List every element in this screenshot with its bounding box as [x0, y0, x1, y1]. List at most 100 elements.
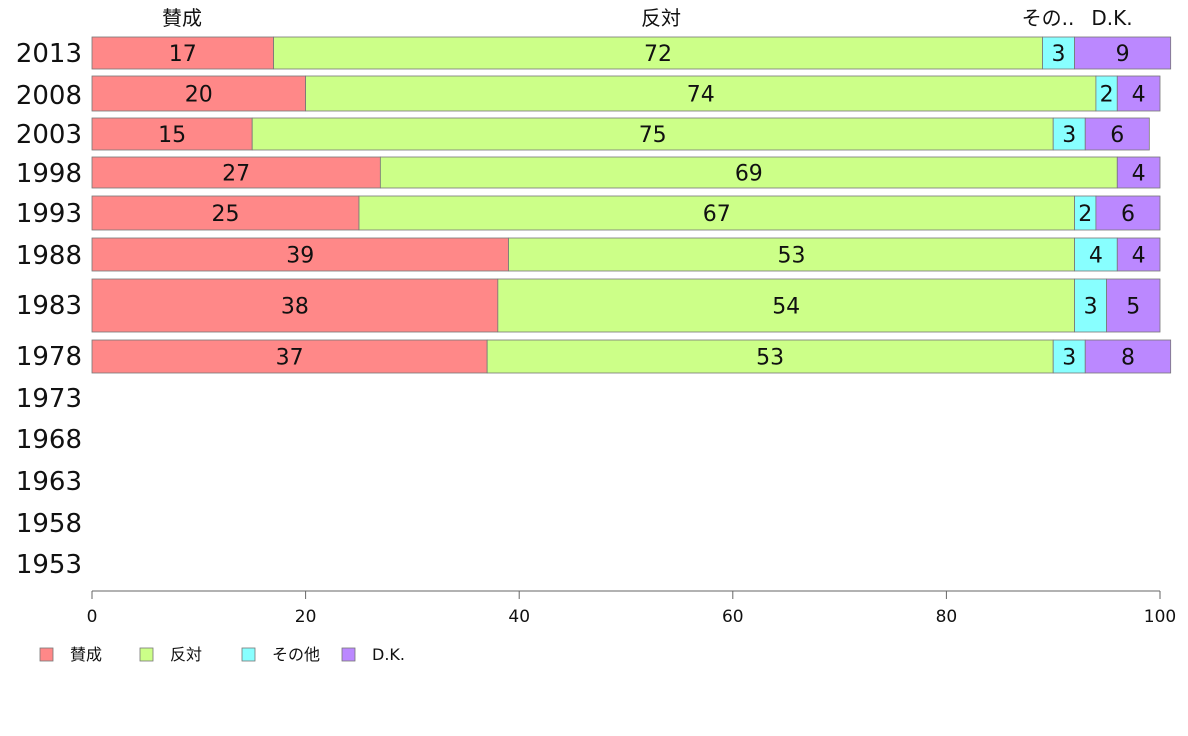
data-label: 67: [703, 202, 731, 227]
bar-segment: [91, 36, 274, 70]
data-label: 69: [735, 162, 763, 187]
bar-row: 20 74 2 4: [91, 75, 1161, 112]
column-header: その..: [1022, 6, 1075, 30]
bar-segment: [1042, 36, 1075, 70]
bar-segment: [1074, 36, 1172, 70]
year-label: 1953: [16, 550, 82, 580]
bar-segment: [91, 195, 360, 231]
legend-swatch: [341, 647, 356, 662]
bar-segment: [91, 75, 307, 112]
column-header: D.K.: [1091, 6, 1132, 30]
data-label: 53: [778, 244, 806, 269]
data-label: 15: [158, 123, 186, 148]
legend-item: その他: [241, 645, 320, 664]
data-label: 54: [772, 295, 800, 320]
data-label: 6: [1110, 123, 1124, 148]
bar-row: 15 75 3 6: [91, 117, 1150, 151]
bar-segment: [251, 117, 1054, 151]
data-label: 3: [1052, 42, 1066, 67]
bar-segment: [1116, 156, 1161, 189]
bar-row: 38 54 3 5: [91, 278, 1161, 333]
data-label: 3: [1084, 295, 1098, 320]
legend-swatch: [241, 647, 256, 662]
x-tick-label: 60: [722, 607, 744, 627]
legend-swatch: [139, 647, 154, 662]
x-tick-label: 0: [87, 607, 98, 627]
bar-segment: [273, 36, 1043, 70]
bar-row: 39 53 4 4: [91, 237, 1161, 272]
x-axis: 0 20 40 60 80 100: [87, 590, 1176, 627]
bar-row: 27 69 4: [91, 156, 1161, 189]
data-label: 25: [212, 202, 240, 227]
data-label: 38: [281, 295, 309, 320]
bar-row: 37 53 3 8: [91, 339, 1172, 374]
bar-segment: [1084, 117, 1150, 151]
year-label: 2008: [16, 81, 82, 111]
data-label: 5: [1126, 295, 1140, 320]
bar-segment: [1052, 339, 1086, 374]
year-labels: 2013 2008 2003 1998 1993 1988 1983 1978 1973 1968…: [16, 39, 82, 580]
year-label: 1983: [16, 291, 82, 321]
legend-label: 賛成: [70, 645, 102, 664]
bar-segment: [486, 339, 1054, 374]
legend-label: D.K.: [372, 645, 405, 664]
bar-segment: [358, 195, 1075, 231]
column-header: 賛成: [162, 6, 202, 30]
data-label: 4: [1132, 83, 1146, 108]
bar-segment: [91, 156, 381, 189]
data-label: 72: [644, 42, 672, 67]
year-label: 1968: [16, 425, 82, 455]
data-label: 27: [222, 162, 250, 187]
x-tick-label: 40: [508, 607, 530, 627]
bar-segment: [305, 75, 1097, 112]
data-label: 4: [1132, 244, 1146, 269]
data-label: 6: [1121, 202, 1135, 227]
year-label: 1958: [16, 509, 82, 539]
data-label: 39: [286, 244, 314, 269]
bar-segment: [1095, 195, 1161, 231]
data-label: 37: [276, 346, 304, 371]
x-tick-label: 20: [295, 607, 317, 627]
data-label: 4: [1132, 162, 1146, 187]
legend-swatch: [39, 647, 54, 662]
bar-segment: [1074, 278, 1108, 333]
bar-segment: [1052, 117, 1086, 151]
data-label: 9: [1116, 42, 1130, 67]
data-label: 2: [1078, 202, 1092, 227]
legend-item: 賛成: [39, 645, 102, 664]
data-label: 3: [1062, 346, 1076, 371]
bar-segment: [1116, 75, 1161, 112]
bars: 17 72 3 920 74 2 415 75 3 627 69 425 67 2 639 53 4 438 54 3…: [91, 36, 1172, 374]
bar-segment: [91, 339, 488, 374]
data-label: 17: [169, 42, 197, 67]
data-label: 20: [185, 83, 213, 108]
bar-segment: [1084, 339, 1172, 374]
legend-label: その他: [272, 645, 320, 664]
data-label: 4: [1089, 244, 1103, 269]
x-tick-label: 100: [1144, 607, 1176, 627]
data-label: 75: [639, 123, 667, 148]
legend-item: D.K.: [341, 645, 405, 664]
year-label: 2003: [16, 120, 82, 150]
data-label: 74: [687, 83, 715, 108]
column-header: 反対: [641, 6, 681, 30]
year-label: 1963: [16, 467, 82, 497]
bar-segment: [379, 156, 1118, 189]
bar-row: 17 72 3 9: [91, 36, 1172, 70]
bar-segment: [1116, 237, 1161, 272]
bar-segment: [91, 117, 253, 151]
data-label: 8: [1121, 346, 1135, 371]
data-label: 53: [756, 346, 784, 371]
year-label: 1993: [16, 199, 82, 229]
data-label: 2: [1100, 83, 1114, 108]
bar-segment: [91, 237, 509, 272]
bar-row: 25 67 2 6: [91, 195, 1161, 231]
legend-item: 反対: [139, 645, 202, 664]
year-label: 1998: [16, 159, 82, 189]
bar-segment: [497, 278, 1075, 333]
x-tick-label: 80: [936, 607, 958, 627]
year-label: 2013: [16, 39, 82, 69]
data-label: 3: [1062, 123, 1076, 148]
year-label: 1973: [16, 384, 82, 414]
